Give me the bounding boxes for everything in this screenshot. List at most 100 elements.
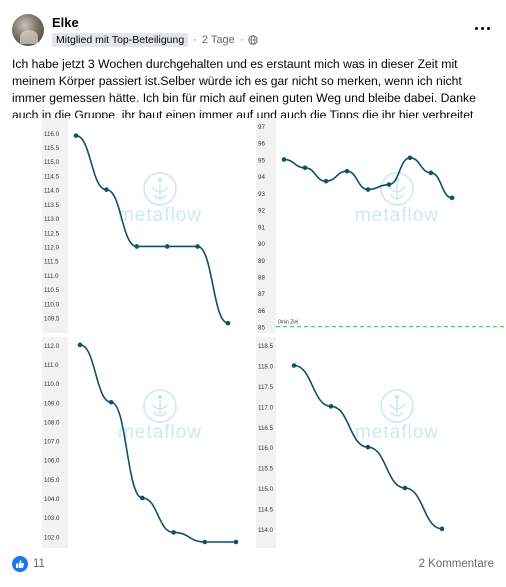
y-tick-label: 116.0 <box>44 131 60 138</box>
y-tick-label: 90 <box>258 241 265 248</box>
member-badge[interactable]: Mitglied mit Top-Beteiligung <box>52 33 189 47</box>
y-tick-label: 104.0 <box>44 496 60 503</box>
watermark-text: metaflow <box>118 422 202 443</box>
watermark-logo-mark <box>151 182 169 200</box>
y-tick-label: 110.5 <box>44 287 60 294</box>
series-line <box>283 156 453 199</box>
y-tick-label: 87 <box>258 291 265 298</box>
y-tick-label: 86 <box>258 308 265 315</box>
like-icon[interactable] <box>12 556 28 572</box>
y-tick-label: 111.0 <box>44 273 59 280</box>
post-meta: Mitglied mit Top-Beteiligung · 2 Tage · <box>52 33 259 47</box>
more-options-icon[interactable] <box>470 18 494 38</box>
data-point <box>323 178 329 184</box>
y-tick-label: 112.0 <box>44 244 60 251</box>
y-tick-label: 88 <box>258 274 265 281</box>
y-tick-label: 105.0 <box>44 477 60 484</box>
y-tick-label: 114.5 <box>44 173 60 180</box>
watermark-logo <box>143 172 177 206</box>
separator-dot: · <box>239 34 244 46</box>
watermark-text: metaflow <box>355 422 439 443</box>
y-tick-label: 93 <box>258 191 265 198</box>
watermark-logo-head <box>394 394 400 400</box>
y-tick-label: 85 <box>258 325 265 332</box>
y-axis-strip <box>256 337 276 548</box>
y-tick-label: 91 <box>258 224 265 231</box>
y-tick-label: 115.5 <box>44 145 60 152</box>
y-axis-strip <box>256 118 276 333</box>
line-chart: 97 96 95 94 93 92 91 90 89 88 87 86 85 metaflow 0min Z… <box>256 118 506 333</box>
like-count[interactable]: 11 <box>33 558 45 570</box>
chart-panel-3: 112.0 111.0 110.0 109.0 108.0 107.0 106.0 105.0… <box>42 337 240 548</box>
y-tick-label: 113.0 <box>44 216 60 223</box>
y-tick-label: 110.0 <box>44 301 60 308</box>
y-tick-label: 114.5 <box>258 506 274 513</box>
photo-collage[interactable]: 116.0 115.5 115.0 114.5 114.0 113.5 113.0 112.5… <box>0 118 506 548</box>
y-tick-label: 102.0 <box>44 534 60 541</box>
y-tick-label: 113.5 <box>44 202 60 209</box>
data-point <box>291 363 297 368</box>
y-tick-label: 109.0 <box>44 400 60 407</box>
data-point <box>386 182 392 187</box>
y-tick-label: 106.0 <box>44 458 60 465</box>
data-point <box>365 187 371 192</box>
y-tick-label: 92 <box>258 208 265 215</box>
y-tick-label: 96 <box>258 141 265 148</box>
y-tick-label: 110.0 <box>44 381 60 388</box>
y-tick-label: 107.0 <box>44 439 60 446</box>
y-tick-label: 103.0 <box>44 515 60 522</box>
y-tick-label: 117.0 <box>258 404 274 411</box>
line-chart: 118.5 118.0 117.5 117.0 116.5 116.0 115.5 115.0… <box>256 337 445 548</box>
y-tick-label: 109.5 <box>44 315 60 322</box>
series-line <box>79 344 236 543</box>
post-footer: 11 2 Kommentare <box>12 556 494 574</box>
watermark-logo-mark <box>388 182 406 200</box>
line-chart: 112.0 111.0 110.0 109.0 108.0 107.0 106.0 105.0… <box>42 337 239 548</box>
data-point <box>195 244 200 249</box>
data-point <box>140 495 145 501</box>
comment-count[interactable]: 2 Kommentare <box>418 558 494 570</box>
y-tick-label: 97 <box>258 124 265 131</box>
y-tick-label: 114.0 <box>44 188 60 195</box>
y-tick-label: 115.5 <box>258 466 274 473</box>
data-point <box>428 170 434 176</box>
watermark-logo-head <box>157 394 163 400</box>
data-point <box>365 444 371 450</box>
data-point <box>164 244 170 249</box>
watermark-text: metaflow <box>355 205 439 226</box>
avatar[interactable] <box>12 14 44 46</box>
y-tick-label: 111.5 <box>44 259 59 266</box>
y-tick-label: 116.0 <box>258 445 274 452</box>
chart-panel-4: 118.5 118.0 117.5 117.0 116.5 116.0 115.5 115.0… <box>256 337 506 548</box>
y-tick-label: 89 <box>258 258 265 265</box>
post-time[interactable]: 2 Tage <box>201 34 235 46</box>
data-point <box>171 530 176 535</box>
y-axis-strip <box>42 337 68 548</box>
data-point <box>77 342 83 348</box>
data-point <box>225 320 231 326</box>
watermark-logo-mark <box>151 400 169 417</box>
y-tick-label: 114.0 <box>258 527 274 534</box>
data-point <box>302 165 308 171</box>
y-tick-label: 118.5 <box>258 343 274 350</box>
chart-panel-1: 116.0 115.5 115.0 114.5 114.0 113.5 113.0 112.5… <box>42 118 240 333</box>
watermark-text: metaflow <box>118 205 202 226</box>
watermark-logo <box>380 389 414 423</box>
data-point <box>344 168 350 174</box>
author-name[interactable]: Elke <box>52 15 79 30</box>
series-line <box>75 134 229 324</box>
chart-panel-2: 97 96 95 94 93 92 91 90 89 88 87 86 85 metaflow 0min Z… <box>256 118 506 333</box>
y-tick-label: 118.0 <box>258 364 274 371</box>
data-point <box>104 187 109 192</box>
y-tick-label: 115.0 <box>44 159 60 166</box>
post-header: Elke Mitglied mit Top-Beteiligung · 2 Ta… <box>12 14 494 54</box>
y-tick-label: 112.5 <box>44 230 60 237</box>
y-tick-label: 112.0 <box>44 343 60 350</box>
y-tick-label: 111.0 <box>44 362 59 369</box>
goal-label: 0min Ziel <box>278 320 298 326</box>
data-point <box>328 404 334 409</box>
data-point <box>202 539 208 545</box>
y-tick-label: 117.5 <box>258 384 274 391</box>
collage-divider <box>0 333 506 337</box>
data-point <box>134 244 140 249</box>
